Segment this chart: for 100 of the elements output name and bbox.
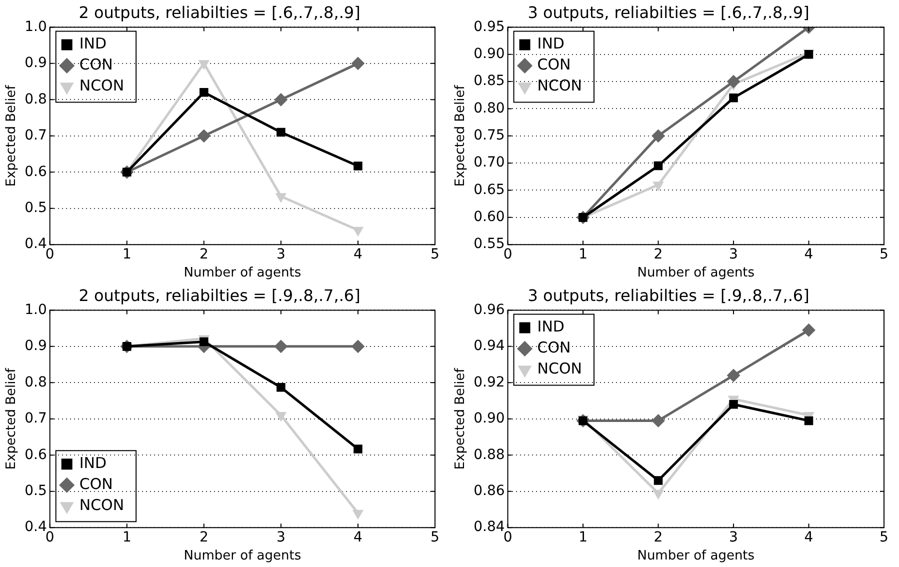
- point: [354, 162, 362, 170]
- x-tick-label: 1: [578, 530, 588, 546]
- legend-label: IND: [79, 34, 107, 53]
- legend-label: CON: [79, 474, 113, 493]
- point: [276, 193, 286, 202]
- y-tick-label: 0.96: [474, 302, 505, 318]
- y-tick-label: 0.8: [24, 91, 47, 108]
- y-tick-label: 0.65: [474, 182, 505, 198]
- x-tick-label: 1: [122, 530, 132, 546]
- point: [198, 60, 210, 70]
- point: [729, 93, 738, 102]
- x-axis-title: Number of agents: [637, 266, 755, 281]
- legend-label: IND: [537, 318, 564, 336]
- point: [654, 476, 663, 485]
- y-tick-label: 0.4: [24, 519, 47, 536]
- x-axis-title: Number of agents: [184, 548, 302, 564]
- y-tick-label: 0.55: [474, 236, 505, 252]
- legend-label: NCON: [79, 76, 124, 95]
- y-tick-label: 0.7: [24, 128, 47, 144]
- y-axis-title: Expected Belief: [453, 84, 468, 187]
- y-tick-label: 0.92: [474, 374, 505, 390]
- y-tick-label: 0.80: [474, 100, 505, 116]
- x-tick-label: 0: [45, 530, 54, 546]
- point: [729, 400, 738, 409]
- y-tick-label: 0.84: [474, 519, 505, 536]
- point: [654, 161, 663, 170]
- x-tick-label: 4: [804, 530, 814, 546]
- x-tick-label: 0: [45, 246, 54, 263]
- y-axis-title: Expected Belief: [453, 368, 468, 470]
- x-tick-label: 0: [503, 530, 512, 546]
- point: [351, 56, 364, 70]
- point: [653, 182, 664, 191]
- legend-label: CON: [537, 56, 571, 74]
- point: [276, 382, 286, 392]
- x-tick-label: 3: [729, 530, 738, 546]
- x-tick-label: 2: [199, 246, 208, 263]
- chart-title: 2 outputs, reliabilties = [.9,.8,.7,.6]: [78, 286, 360, 305]
- x-tick-label: 2: [654, 246, 663, 263]
- x-axis-title: Number of agents: [637, 548, 755, 564]
- legend-label: CON: [79, 56, 113, 74]
- y-tick-label: 0.4: [24, 236, 47, 252]
- y-tick-label: 0.75: [474, 128, 505, 144]
- y-tick-label: 0.6: [24, 446, 47, 463]
- y-tick-label: 0.94: [474, 338, 505, 354]
- point: [200, 88, 208, 97]
- point: [274, 93, 288, 106]
- y-tick-label: 0.5: [24, 483, 47, 500]
- x-tick-label: 4: [354, 246, 363, 263]
- y-tick-label: 0.60: [474, 209, 505, 226]
- x-tick-label: 1: [122, 246, 132, 263]
- x-tick-label: 4: [354, 530, 363, 546]
- point: [274, 340, 288, 353]
- chart-title: 2 outputs, reliabilties = [.6,.7,.8,.9]: [78, 2, 360, 22]
- point: [653, 490, 664, 500]
- x-tick-label: 0: [503, 246, 512, 263]
- point: [804, 416, 814, 426]
- y-axis-title: Expected Belief: [4, 84, 20, 187]
- y-tick-label: 0.7: [24, 410, 47, 427]
- point: [354, 444, 362, 454]
- y-tick-label: 0.9: [24, 55, 47, 72]
- point: [652, 129, 665, 142]
- point: [352, 226, 364, 236]
- point: [276, 128, 286, 137]
- y-tick-label: 0.8: [24, 374, 47, 390]
- x-tick-label: 3: [729, 246, 738, 263]
- point: [276, 412, 286, 422]
- point: [351, 340, 364, 353]
- point: [652, 414, 665, 428]
- y-tick-label: 0.95: [474, 18, 505, 35]
- y-tick-label: 0.85: [474, 73, 505, 90]
- x-tick-label: 5: [430, 246, 440, 263]
- y-tick-label: 0.6: [24, 164, 47, 180]
- y-tick-label: 0.90: [474, 46, 505, 62]
- chart-title: 3 outputs, reliabilties = [.9,.8,.7,.6]: [528, 286, 810, 305]
- x-tick-label: 5: [430, 530, 440, 546]
- y-tick-label: 0.9: [24, 338, 47, 354]
- legend-label: CON: [537, 338, 571, 357]
- y-tick-label: 0.88: [474, 446, 505, 463]
- y-tick-label: 0.70: [474, 154, 505, 171]
- legend-label: IND: [79, 454, 107, 472]
- y-tick-label: 0.90: [474, 410, 505, 427]
- x-axis-title: Number of agents: [184, 266, 302, 281]
- x-tick-label: 4: [804, 246, 814, 263]
- legend-label: NCON: [79, 496, 124, 514]
- y-tick-label: 0.86: [474, 483, 505, 500]
- point: [802, 324, 816, 337]
- x-tick-label: 3: [276, 530, 286, 546]
- point: [727, 75, 740, 88]
- chart-title: 3 outputs, reliabilties = [.6,.7,.8,.9]: [528, 2, 810, 22]
- x-tick-label: 2: [199, 530, 208, 546]
- x-tick-label: 1: [578, 246, 588, 263]
- legend-label: NCON: [537, 360, 582, 378]
- y-axis-title: Expected Belief: [4, 368, 20, 470]
- y-tick-label: 1.0: [24, 18, 47, 35]
- x-tick-label: 3: [276, 246, 286, 263]
- y-tick-label: 0.5: [24, 200, 47, 216]
- point: [352, 510, 364, 520]
- x-tick-label: 5: [880, 530, 888, 546]
- x-tick-label: 5: [880, 246, 888, 263]
- x-tick-label: 2: [654, 530, 663, 546]
